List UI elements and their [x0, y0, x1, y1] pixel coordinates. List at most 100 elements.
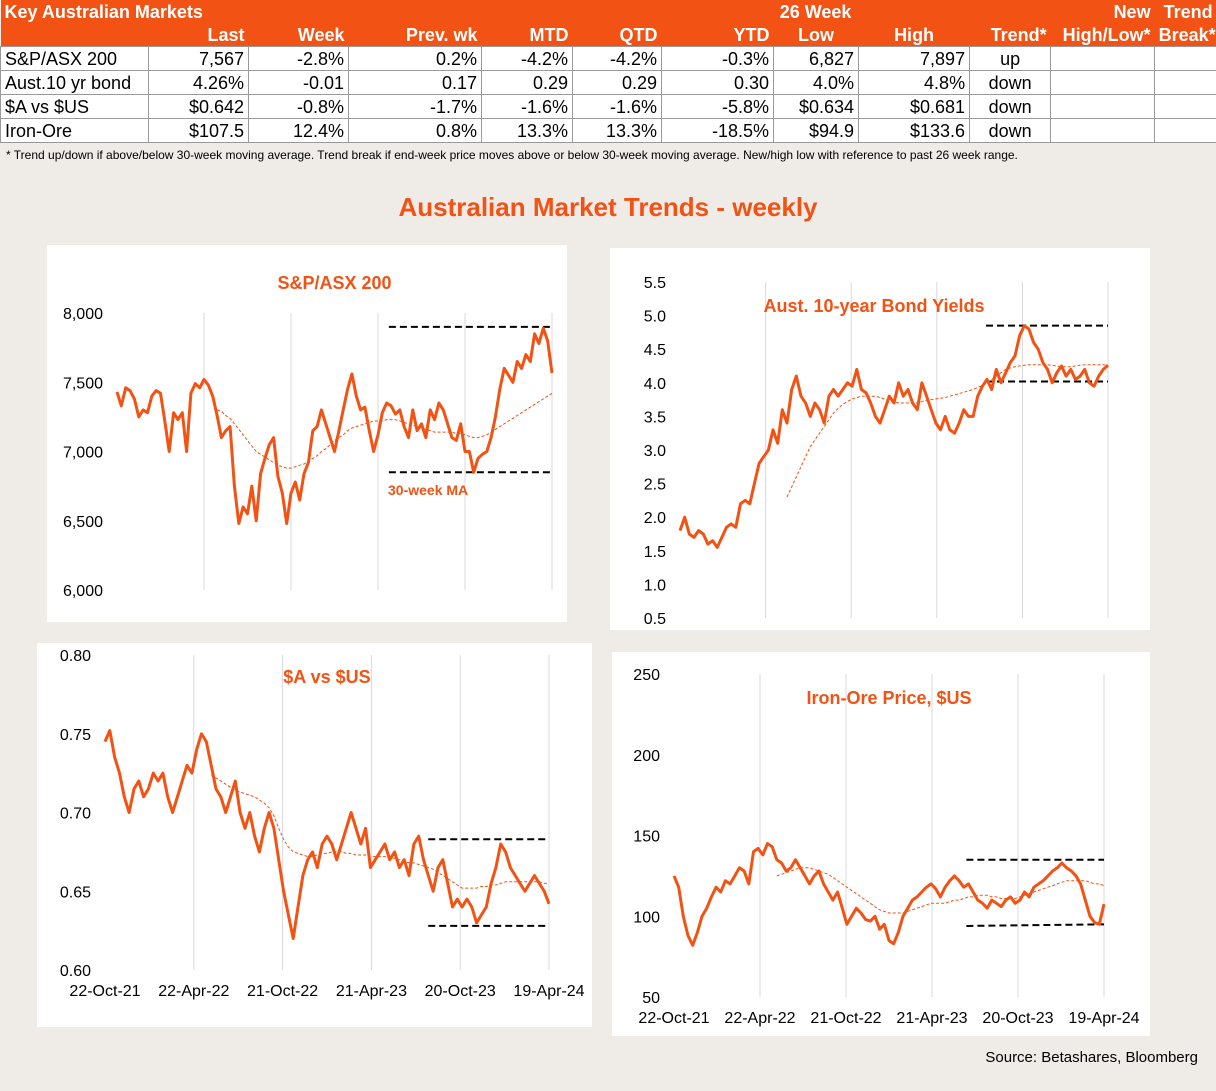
chart-title: Aust. 10-year Bond Yields [763, 296, 984, 316]
header-new-1: New [1050, 0, 1155, 23]
moving-average-line [786, 364, 1109, 498]
price-line [103, 729, 551, 940]
y-tick-label: 7,500 [63, 375, 103, 392]
table-cell: -18.5% [661, 118, 775, 143]
table-cell: $107.5 [148, 118, 249, 143]
main-title: Australian Market Trends - weekly [398, 192, 818, 222]
col-header: MTD [481, 23, 573, 47]
table-cell: down [969, 118, 1052, 143]
table-cell: -0.3% [661, 46, 775, 71]
col-header: Prev. wk [348, 23, 482, 47]
ma-annotation: 30-week MA [388, 482, 468, 498]
y-tick-label: 3.5 [644, 409, 666, 426]
y-tick-label: 4.0 [644, 376, 666, 393]
table-cell [1050, 118, 1156, 143]
table-cell: 0.29 [572, 70, 663, 95]
y-tick-label: 0.60 [60, 963, 91, 980]
y-tick-label: 1.5 [644, 544, 666, 561]
table-cell: $94.9 [773, 118, 860, 143]
header-26-week: 26 Week [661, 0, 970, 23]
table-cell: $133.6 [858, 118, 971, 143]
table-cell: $A vs $US [0, 94, 149, 119]
header-trend-1: Trend [1154, 0, 1216, 23]
col-header: Last [148, 23, 249, 47]
y-tick-label: 6,000 [63, 583, 103, 600]
x-tick-label: 20-Oct-23 [982, 1010, 1053, 1027]
table-cell [1154, 70, 1216, 95]
y-tick-label: 100 [633, 909, 660, 926]
table-cell: -2.8% [248, 46, 349, 71]
chart-iron: 50 100 150 200 250 22-Oct-21 22-Apr-22 21-Oct-2… [633, 667, 1139, 1027]
table-cell: -5.8% [661, 94, 775, 119]
markets-table: Key Australian Markets 26 Week New Trend… [0, 0, 1216, 143]
x-tick-label: 20-Oct-23 [425, 983, 496, 1000]
table-cell: -1.6% [572, 94, 663, 119]
y-tick-label: 250 [633, 667, 660, 684]
table-cell: S&P/ASX 200 [0, 46, 149, 71]
col-header: Low [773, 23, 859, 47]
chart-panel-asx: 6,000 6,500 7,000 7,500 8,000 S&P/ASX 200 30-w… [47, 245, 567, 622]
y-tick-label: 0.65 [60, 884, 91, 901]
table-cell: 4.0% [773, 70, 860, 95]
table-cell: -1.7% [347, 94, 483, 119]
table-cell [1154, 94, 1216, 119]
chart-panel-bond: 0.5 1.0 1.5 2.0 2.5 3.0 3.5 4.0 4.5 5.0 5.5 Aust. 1… [610, 248, 1150, 630]
moving-average-line [210, 774, 549, 889]
table-cell: 0.17 [347, 70, 483, 95]
table-cell: Iron-Ore [0, 118, 149, 143]
table-cell [1050, 94, 1156, 119]
table-cell: 0.8% [347, 118, 483, 143]
table-cell: $0.634 [773, 94, 860, 119]
y-tick-label: 3.0 [644, 443, 666, 460]
y-tick-label: 5.0 [644, 309, 666, 326]
table-header-row-2: Last Week Prev. wk MTD QTD YTD Low High … [0, 23, 1216, 47]
chart-title: S&P/ASX 200 [277, 273, 391, 293]
table-cell [1154, 118, 1216, 143]
header-trend-2: Break* [1154, 23, 1216, 47]
y-tick-label: 2.5 [644, 477, 666, 494]
x-tick-label: 19-Apr-24 [513, 983, 584, 1000]
y-tick-label: 4.5 [644, 342, 666, 359]
source-note: Source: Betashares, Bloomberg [985, 1049, 1198, 1066]
table-cell: 13.3% [572, 118, 663, 143]
table-cell: Aust.10 yr bond [0, 70, 149, 95]
y-tick-label: 0.70 [60, 806, 91, 823]
x-tick-label: 22-Oct-21 [638, 1010, 709, 1027]
x-tick-label: 21-Apr-23 [896, 1010, 967, 1027]
chart-panel-aud: 0.60 0.65 0.70 0.75 0.80 22-Oct-21 22-Apr-22 21… [37, 643, 592, 1027]
chart-panel-iron: 50 100 150 200 250 22-Oct-21 22-Apr-22 21-Oct-2… [612, 652, 1150, 1036]
y-tick-label: 0.75 [60, 727, 91, 744]
table-cell: -0.01 [248, 70, 349, 95]
price-line [672, 842, 1106, 947]
table-cell: 4.26% [148, 70, 249, 95]
table-cell: down [969, 94, 1052, 119]
table-cell: 0.2% [347, 46, 483, 71]
table-row: Iron-Ore $107.5 12.4% 0.8% 13.3% 13.3% -18.5% $… [0, 118, 1216, 143]
chart-aud: 0.60 0.65 0.70 0.75 0.80 22-Oct-21 22-Apr-22 21… [60, 648, 585, 1000]
table-cell: $0.681 [858, 94, 971, 119]
table-cell: 12.4% [248, 118, 349, 143]
x-tick-label: 22-Apr-22 [158, 983, 229, 1000]
table-cell: 7,567 [148, 46, 249, 71]
col-header: Trend* [969, 23, 1051, 47]
table-cell: -0.8% [248, 94, 349, 119]
table-cell: 0.29 [481, 70, 574, 95]
chart-title: $A vs $US [283, 667, 370, 687]
table-cell: 4.8% [858, 70, 971, 95]
table-cell [1050, 46, 1156, 71]
x-tick-label: 19-Apr-24 [1068, 1010, 1139, 1027]
table-row: $A vs $US $0.642 -0.8% -1.7% -1.6% -1.6% -5.8%… [0, 94, 1216, 119]
col-header: YTD [661, 23, 774, 47]
chart-title: Iron-Ore Price, $US [806, 688, 971, 708]
chart-bond: 0.5 1.0 1.5 2.0 2.5 3.0 3.5 4.0 4.5 5.0 5.5 Aust. 1… [644, 275, 1109, 628]
y-tick-label: 200 [633, 748, 660, 765]
x-tick-label: 21-Oct-22 [810, 1010, 881, 1027]
moving-average-line [776, 867, 1105, 914]
x-tick-label: 22-Apr-22 [724, 1010, 795, 1027]
y-tick-label: 0.80 [60, 648, 91, 665]
table-footnote: * Trend up/down if above/below 30-week m… [6, 148, 1018, 162]
table-cell [1050, 70, 1156, 95]
table-cell: -4.2% [572, 46, 663, 71]
table-cell: 6,827 [773, 46, 860, 71]
x-tick-label: 21-Apr-23 [336, 983, 407, 1000]
